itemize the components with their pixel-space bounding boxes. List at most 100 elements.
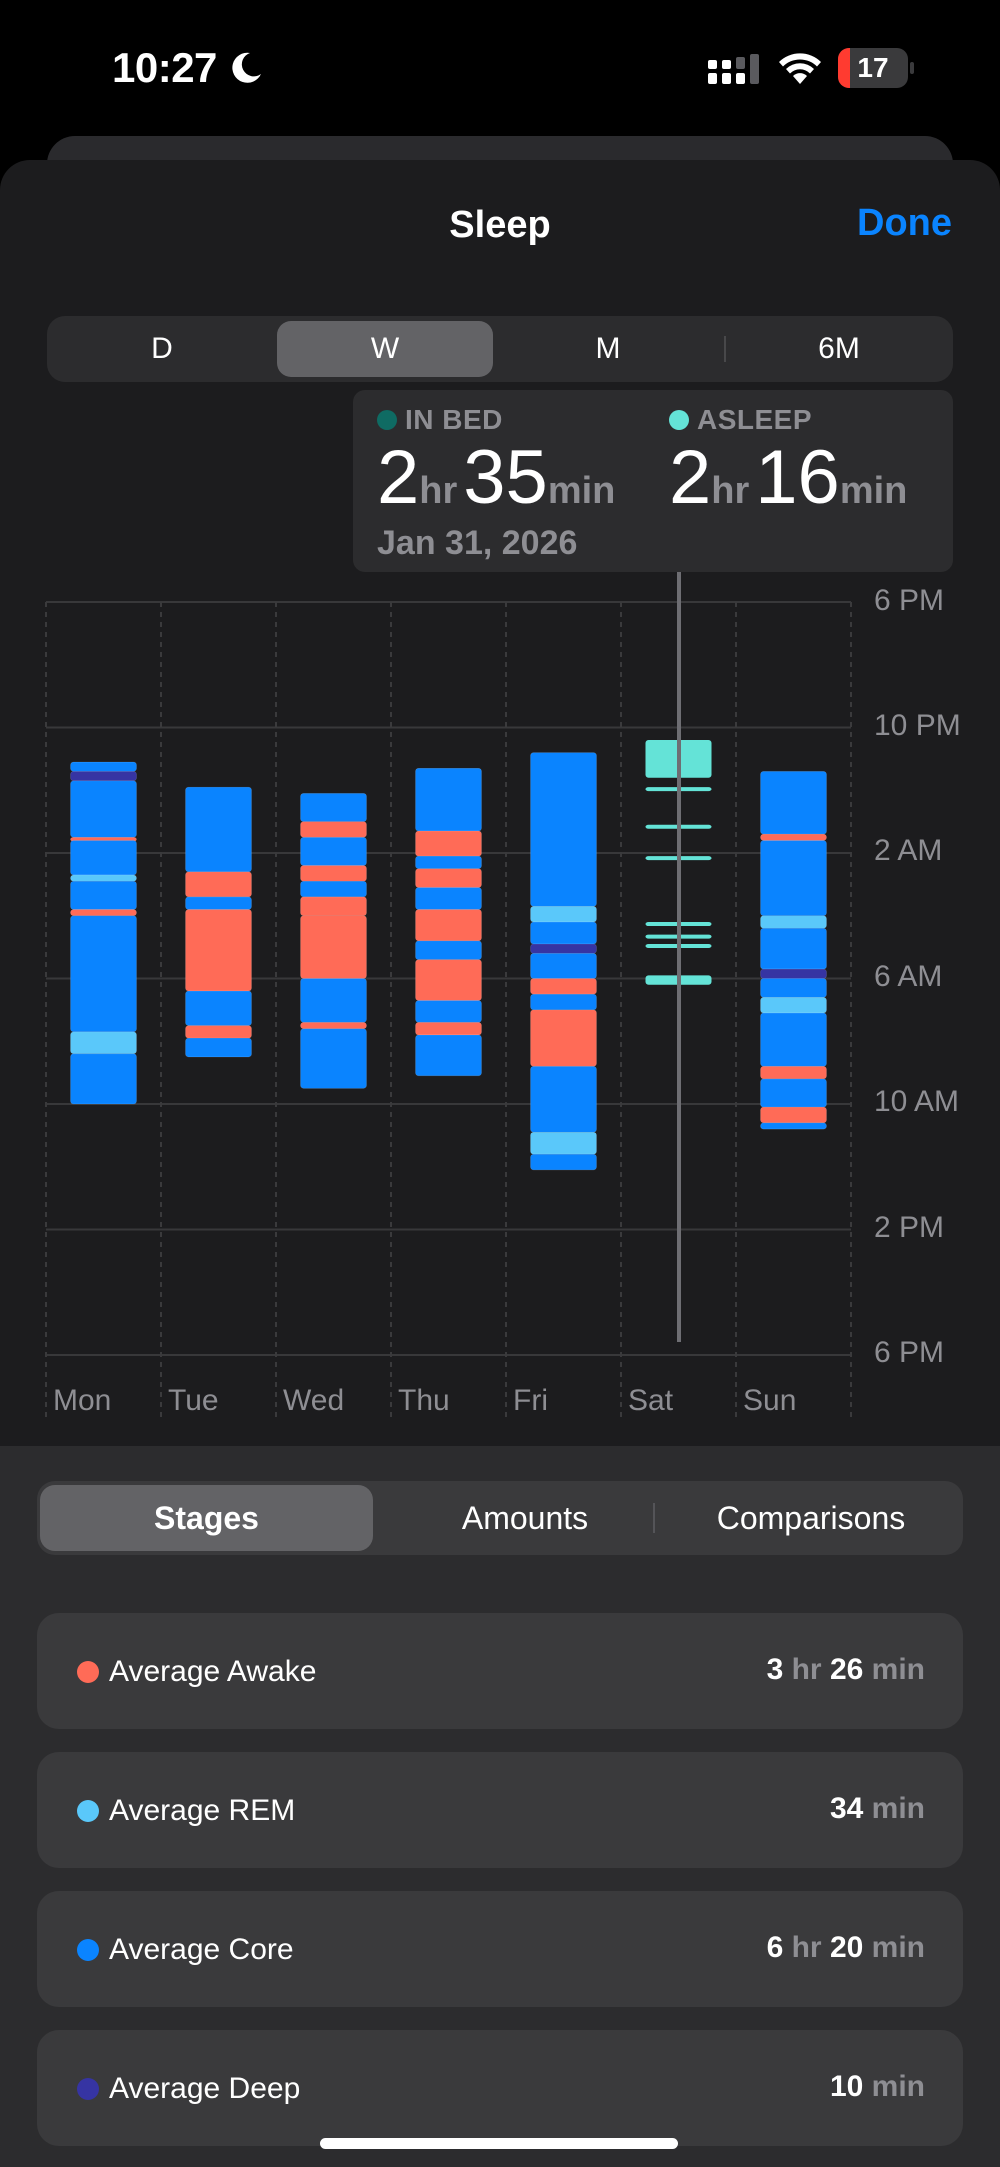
sleep-segment-fri-rem [530,906,597,923]
period-day[interactable]: D [151,332,173,365]
selection-tooltip: IN BED ASLEEP 2hr35min 2hr16min Jan 31, … [353,390,953,572]
battery-icon: 17 [838,48,914,88]
sleep-segment-mon-deep [70,771,137,782]
sleep-segment-sun-awake [760,1106,827,1124]
sleep-segment-fri-core [530,921,597,945]
sleep-segment-thu-awake [415,868,482,888]
sleep-segment-fri-core [530,1066,597,1133]
wifi-icon [779,53,821,84]
sleep-segment-fri-core [530,1153,597,1171]
sleep-segment-thu-core [415,855,482,869]
period-week[interactable]: W [277,321,493,377]
summary-panel: Stages Amounts Comparisons Average Awake… [0,1446,1000,2167]
sleep-segment-sun-core [760,1122,827,1130]
sleep-segment-mon-core [70,915,137,1033]
sleep-chart[interactable]: 6 PM 10 PM 2 AM 6 AM 10 AM 2 PM 6 PM [45,584,1000,1420]
core-dot-icon [77,1939,99,1961]
sleep-segment-thu-core [415,887,482,910]
stat-amount: 3 hr 26 min [766,1653,925,1686]
period-month[interactable]: M [595,332,621,365]
sleep-segment-fri-core [530,953,597,979]
stat-name: Average Deep [109,2072,301,2105]
sleep-segment-tue-awake [185,871,252,898]
sleep-segment-mon-core [70,761,137,772]
page-title: Sleep [449,204,551,246]
stat-card-rem[interactable]: Average REM 34 min [37,1752,963,1868]
asleep-dot-icon [669,410,689,430]
sleep-segment-sun-awake [760,833,827,841]
stat-name: Average Awake [109,1655,317,1688]
y-tick-label: 2 PM [874,1211,945,1244]
sleep-segment-sun-core [760,771,827,835]
stat-amount: 6 hr 20 min [766,1931,925,1964]
y-tick-label: 10 AM [874,1085,960,1118]
x-tick-sat: Sat [628,1384,674,1417]
sleep-segment-fri-rem [530,1131,597,1155]
rem-dot-icon [77,1800,99,1822]
status-bar: 10:27 17 [0,0,1000,140]
sleep-segment-sun-awake [760,1066,827,1080]
stat-amount: 34 min [829,1792,925,1825]
sleep-segment-tue-core [185,786,252,873]
stat-card-awake[interactable]: Average Awake 3 hr 26 min [37,1613,963,1729]
sleep-segment-wed-core [300,880,367,898]
y-tick-label: 10 PM [874,709,961,742]
awake-dot-icon [77,1661,99,1683]
sleep-segment-fri-core [530,752,597,907]
x-tick-mon: Mon [53,1384,112,1417]
period-selector: D W M 6M [47,316,953,382]
sleep-segment-mon-rem [70,1031,137,1055]
y-tick-label: 6 PM [874,584,945,617]
sleep-segment-tue-core [185,896,252,910]
sleep-segment-fri-core [530,993,597,1011]
period-6-months[interactable]: 6M [818,332,860,365]
tab-comparisons[interactable]: Comparisons [716,1500,906,1536]
sleep-segment-mon-core [70,780,137,838]
sleep-segment-wed-core [300,978,367,1023]
sleep-segment-sun-rem [760,997,827,1014]
home-indicator[interactable] [320,2138,678,2149]
sleep-segment-wed-awake [300,821,367,838]
asleep-value: 2hr16min [669,435,908,520]
x-tick-thu: Thu [398,1384,450,1417]
sleep-segment-wed-awake [300,865,367,882]
sleep-segment-sun-core [760,1078,827,1108]
in-bed-value: 2hr35min [377,435,616,520]
sleep-segment-tue-awake [185,909,252,992]
y-tick-label: 2 AM [874,834,943,867]
battery-percent: 17 [857,52,889,83]
sleep-segment-mon-core [70,1053,137,1105]
sleep-segment-thu-core [415,1034,482,1077]
sleep-segment-thu-core [415,767,482,832]
sleep-segment-fri-deep [530,943,597,954]
sleep-segment-wed-core [300,1028,367,1089]
cellular-signal-icon [708,54,759,84]
stat-card-deep[interactable]: Average Deep 10 min [37,2030,963,2146]
sleep-segment-wed-core [300,837,367,866]
tab-stages[interactable]: Stages [40,1485,373,1551]
x-tick-fri: Fri [513,1384,548,1417]
view-tabs: Stages Amounts Comparisons [37,1481,963,1555]
status-time: 10:27 [112,44,217,91]
y-tick-label: 6 AM [874,960,943,993]
sleep-segment-thu-core [415,1000,482,1023]
in-bed-dot-icon [377,410,397,430]
stat-card-core[interactable]: Average Core 6 hr 20 min [37,1891,963,2007]
sleep-segment-thu-awake [415,909,482,942]
done-button[interactable]: Done [857,202,952,244]
sleep-segment-wed-awake [300,896,367,917]
x-tick-sun: Sun [743,1384,797,1417]
tab-amounts[interactable]: Amounts [461,1500,589,1536]
sleep-segment-sun-core [760,1012,827,1067]
stat-name: Average Core [109,1933,294,1966]
x-tick-tue: Tue [168,1384,219,1417]
sleep-segment-fri-awake [530,978,597,995]
sleep-segment-sun-core [760,978,827,998]
moon-icon [232,52,261,83]
sleep-segment-sun-deep [760,968,827,979]
sleep-segment-sun-rem [760,915,827,929]
sleep-segment-wed-core [300,793,367,822]
tooltip-date: Jan 31, 2026 [377,524,578,562]
sleep-chart-svg [45,601,852,1420]
sleep-segment-mon-core [70,880,137,910]
